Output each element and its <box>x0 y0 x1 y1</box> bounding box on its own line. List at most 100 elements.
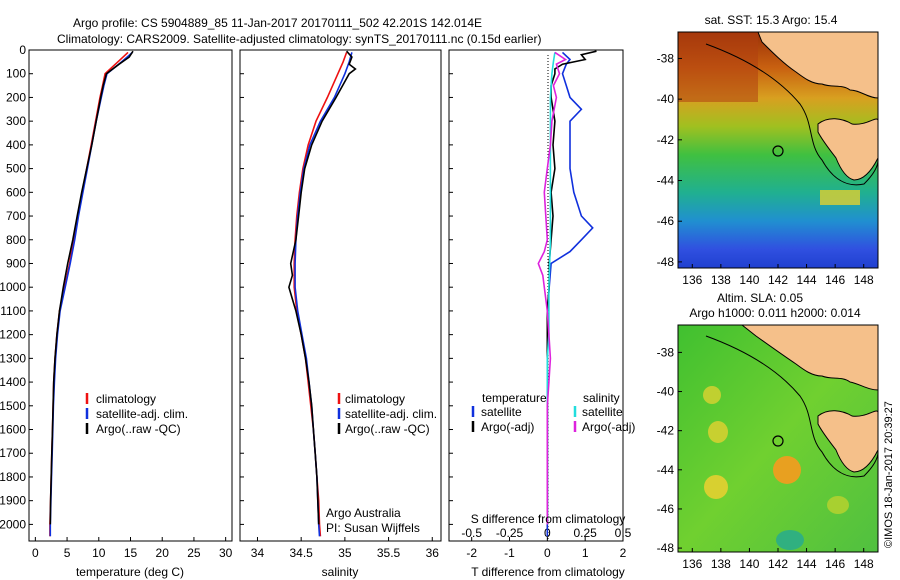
depth-tick-label: 1500 <box>0 399 26 413</box>
x-tick-label: 15 <box>124 546 138 560</box>
sla-anomaly-low <box>776 530 804 550</box>
lon-tick-label: 148 <box>854 273 874 287</box>
legend-label-satellite: satellite-adj. clim. <box>96 407 188 421</box>
lon-tick-label: 146 <box>825 557 845 571</box>
sla-anomaly-yellow-3 <box>703 386 721 404</box>
legend-label-s-satellite: satellite <box>582 405 623 419</box>
lat-tick-label: -38 <box>657 345 675 359</box>
lon-tick-label: 136 <box>682 557 702 571</box>
depth-tick-label: 1200 <box>0 328 26 342</box>
difference-axis-ticks: -2 -1 0 1 2-0.5 -0.25 0 0.25 0.5 <box>461 526 631 560</box>
salinity-axes <box>239 49 442 542</box>
x-tick-label: 34 <box>251 546 265 560</box>
sla-map-title1: Altim. SLA: 0.05 <box>717 291 803 305</box>
difference-depth-ticks <box>449 49 453 525</box>
sla-anomaly-yellow-2 <box>708 421 728 443</box>
s-tick-label: -0.25 <box>496 526 524 540</box>
x-tick-label: 30 <box>219 546 233 560</box>
difference-axes <box>448 49 624 542</box>
argo-float-marker <box>772 145 784 157</box>
lon-tick-label: 144 <box>797 273 817 287</box>
series-line <box>49 50 134 525</box>
difference-xlabel: T difference from climatology <box>471 565 625 579</box>
depth-tick-label: 600 <box>6 185 26 199</box>
legend-title-temperature: temperature <box>482 391 547 405</box>
depth-tick-label: 2000 <box>0 517 26 531</box>
series-line <box>537 51 568 525</box>
s-tick-label: 0.25 <box>573 526 597 540</box>
header-line2: Climatology: CARS2009. Satellite-adjuste… <box>57 32 541 46</box>
depth-tick-label: 1700 <box>0 446 26 460</box>
lon-tick-label: 144 <box>797 557 817 571</box>
difference-panel: -2 -1 0 1 2-0.5 -0.25 0 0.25 0.5 S difference fr… <box>448 49 635 579</box>
series-line <box>288 50 357 525</box>
bathymetry-contour <box>705 335 878 478</box>
salinity-legend: climatology satellite-adj. clim. Argo(..… <box>337 392 437 436</box>
legend-label-argo: Argo(..raw -QC) <box>96 422 181 436</box>
imos-timestamp: ©IMOS 18-Jan-2017 20:39:27 <box>883 401 895 548</box>
x-tick-label: 34.5 <box>289 546 313 560</box>
temperature-legend: climatology satellite-adj. clim. Argo(..… <box>85 392 188 436</box>
lat-tick-label: -38 <box>657 51 675 65</box>
salinity-axis-ticks: 34 34.5 35 35.5 36 <box>251 537 439 560</box>
legend-label-t-satellite: satellite <box>481 405 522 419</box>
temperature-axes <box>28 49 233 542</box>
depth-tick-label: 900 <box>6 256 26 270</box>
lat-tick-label: -40 <box>657 385 675 399</box>
lat-tick-label: -48 <box>657 255 675 269</box>
depth-tick-label: 100 <box>6 67 26 81</box>
x-tick-label: 25 <box>187 546 201 560</box>
sla-map-title2: Argo h1000: 0.011 h2000: 0.014 <box>689 306 861 320</box>
temperature-xlabel: temperature (deg C) <box>76 565 184 579</box>
x-tick-label: -2 <box>466 546 477 560</box>
salinity-series <box>288 50 357 537</box>
sla-anomaly-high <box>773 456 801 484</box>
series-line <box>546 50 597 525</box>
sla-anomaly-yellow-4 <box>827 496 849 514</box>
legend-label-satellite: satellite-adj. clim. <box>345 407 437 421</box>
lon-tick-label: 138 <box>711 273 731 287</box>
sst-warm-front <box>820 190 860 205</box>
lon-tick-label: 146 <box>825 273 845 287</box>
difference-series <box>537 50 597 537</box>
mainland-land <box>757 32 878 99</box>
lon-tick-label: 140 <box>739 557 759 571</box>
difference-legend: temperature salinity satellite Argo(-adj… <box>471 391 635 434</box>
sla-anomaly-yellow-1 <box>704 475 728 499</box>
depth-tick-label: 500 <box>6 162 26 176</box>
x-tick-label: 5 <box>64 546 71 560</box>
lon-tick-label: 136 <box>682 273 702 287</box>
temperature-series <box>49 50 134 537</box>
series-line <box>294 52 353 537</box>
depth-tick-label: 400 <box>6 138 26 152</box>
sla-map: Altim. SLA: 0.05 Argo h1000: 0.011 h2000… <box>657 291 879 571</box>
salinity-panel: 34 34.5 35 35.5 36 salinity climatology sate… <box>239 49 442 579</box>
temperature-panel: 0100200300400500600700800900100011001200… <box>0 43 233 579</box>
x-tick-label: 36 <box>426 546 440 560</box>
depth-tick-label: 0 <box>19 43 26 57</box>
tasmania-land <box>817 118 878 181</box>
x-tick-label: 1 <box>582 546 589 560</box>
sla-map-ticks: 136 138 140 142 144 146 148 -38 -40 -42 -44 -46 -48 <box>657 345 874 571</box>
legend-label-t-argo: Argo(-adj) <box>481 420 534 434</box>
legend-label-argo: Argo(..raw -QC) <box>345 422 430 436</box>
depth-tick-label: 200 <box>6 90 26 104</box>
mainland-land <box>741 325 878 391</box>
depth-tick-label: 1400 <box>0 375 26 389</box>
lat-tick-label: -40 <box>657 92 675 106</box>
credit-line2: PI: Susan Wijffels <box>326 521 420 535</box>
sst-warm-patch <box>678 32 758 102</box>
bathymetry-contour <box>705 43 878 186</box>
depth-tick-label: 1100 <box>0 304 26 318</box>
depth-axis-ticks: 0 100 200 300 400 500 600 700 800 900 1000 1100 1200… <box>0 43 33 531</box>
lat-tick-label: -42 <box>657 424 675 438</box>
depth-tick-label: 300 <box>6 114 26 128</box>
temperature-axis-ticks: 0 5 10 15 20 25 30 <box>32 537 233 560</box>
legend-label-s-argo: Argo(-adj) <box>582 420 635 434</box>
lat-tick-label: -46 <box>657 502 675 516</box>
depth-tick-label: 1600 <box>0 423 26 437</box>
depth-tick-label: 1800 <box>0 470 26 484</box>
lon-tick-label: 148 <box>854 557 874 571</box>
sst-map-ticks: 136 138 140 142 144 146 148 -38 -40 -42 -44 -46 -48 <box>657 51 874 287</box>
depth-tick-label: 1300 <box>0 351 26 365</box>
